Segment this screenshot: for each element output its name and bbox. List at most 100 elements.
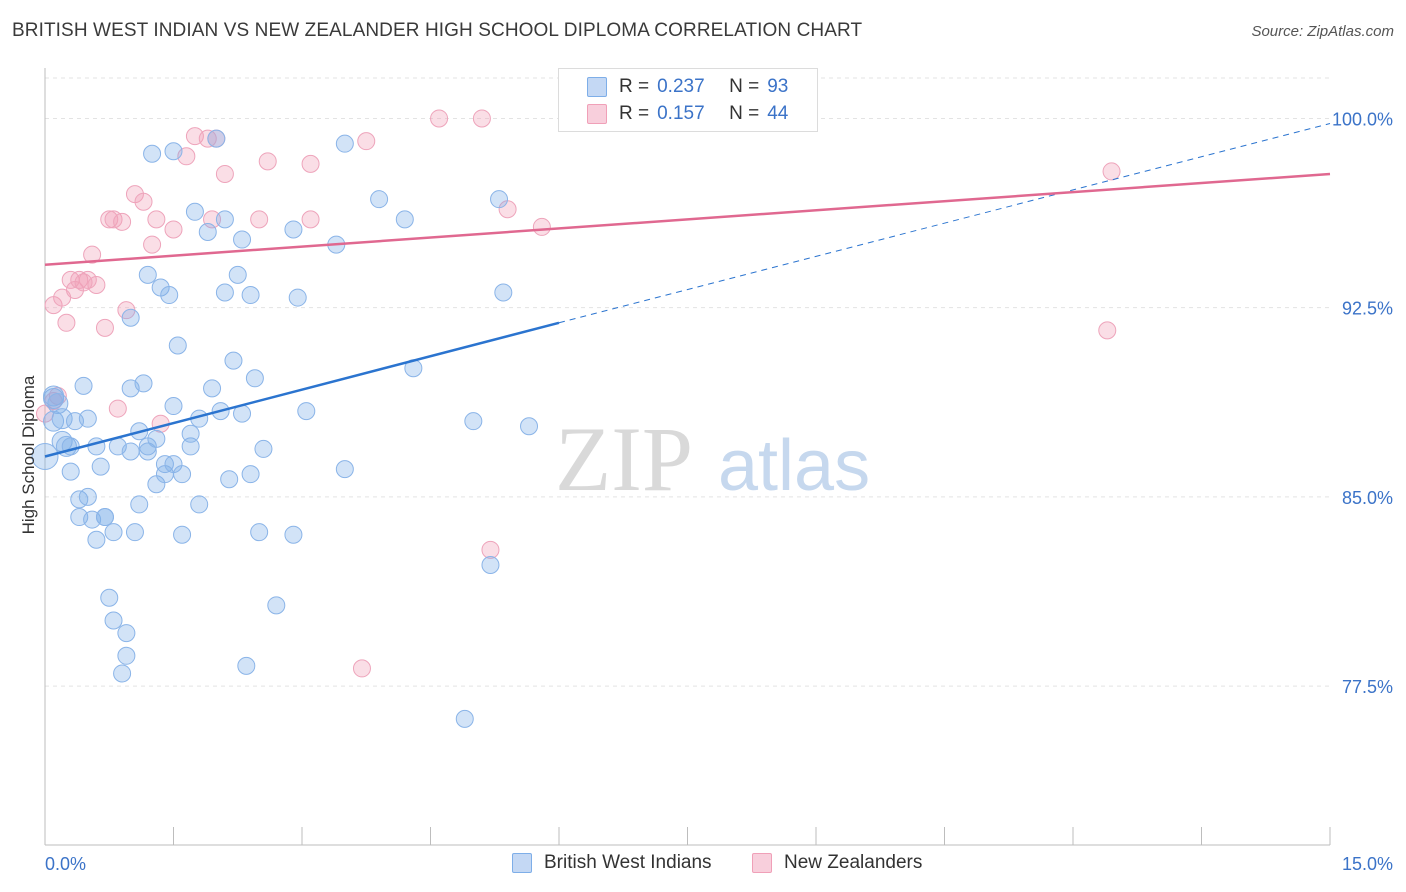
watermark: ZIP atlas (555, 408, 870, 510)
data-point (464, 412, 483, 431)
tick-labels: 77.5% 85.0% 92.5% 100.0% 0.0% 15.0% (45, 109, 1393, 874)
data-point (83, 245, 102, 264)
data-point (164, 220, 183, 239)
grid-lines (45, 77, 1330, 687)
data-point (104, 523, 123, 542)
data-point (87, 530, 106, 549)
legend-swatch-blue (587, 77, 607, 97)
data-point (95, 508, 114, 527)
data-point (147, 429, 166, 448)
data-point (61, 462, 80, 481)
data-point (91, 457, 110, 476)
y-axis-label: High School Diploma (19, 375, 38, 534)
watermark-atlas: atlas (718, 426, 870, 506)
data-point (220, 470, 239, 489)
legend-n-value: 93 (767, 76, 789, 97)
data-point (138, 265, 157, 284)
legend-r-label: R = (619, 76, 650, 97)
data-point (185, 202, 204, 221)
legend-row-pink: R = 0.157 N = 44 (587, 102, 788, 126)
data-point (130, 495, 149, 514)
data-point (254, 439, 273, 458)
data-point (352, 659, 371, 678)
data-point (335, 134, 354, 153)
data-point (455, 709, 474, 728)
data-point (1098, 321, 1117, 340)
data-point (173, 525, 192, 544)
legend-item-new-zealanders: New Zealanders (752, 852, 922, 874)
data-point (74, 376, 93, 395)
trend-line-blue (44, 321, 560, 458)
data-point (134, 374, 153, 393)
data-point (168, 336, 187, 355)
legend-swatch-pink (587, 104, 607, 124)
data-point (181, 424, 200, 443)
data-point (121, 308, 140, 327)
data-point (207, 129, 226, 148)
data-point (125, 523, 144, 542)
watermark-zip: ZIP (555, 408, 693, 510)
trend-line-blue-extension (558, 123, 1331, 324)
series-legend: British West Indians New Zealanders (0, 852, 1406, 878)
data-point (241, 465, 260, 484)
source-label: Source: ZipAtlas.com (1251, 23, 1394, 40)
data-point (532, 217, 551, 236)
data-point (198, 222, 217, 241)
stats-legend: R = 0.237 N = 93 R = 0.157 N = 44 (558, 68, 818, 132)
data-point (138, 442, 157, 461)
data-point (203, 379, 222, 398)
data-point (301, 210, 320, 229)
data-point (267, 596, 286, 615)
legend-n-label: N = (729, 76, 760, 97)
data-point (490, 190, 509, 209)
data-point (113, 212, 132, 231)
data-point (43, 410, 65, 432)
x-tick-label: 0.0% (45, 854, 86, 874)
legend-swatch-pink (752, 853, 772, 873)
data-point (241, 286, 260, 305)
data-point (395, 210, 414, 229)
data-point (121, 442, 140, 461)
data-point (78, 487, 97, 506)
data-point (233, 230, 252, 249)
data-point (250, 210, 269, 229)
trend-lines (44, 123, 1331, 458)
data-point (494, 283, 513, 302)
data-point (181, 437, 200, 456)
data-point (472, 109, 491, 128)
x-tick-label: 15.0% (1342, 854, 1393, 874)
legend-n-value: 44 (767, 103, 789, 124)
data-point (215, 283, 234, 302)
data-point (134, 192, 153, 211)
data-point (1102, 162, 1121, 181)
data-point (108, 399, 127, 418)
data-point (190, 495, 209, 514)
data-point (164, 397, 183, 416)
data-point (113, 664, 132, 683)
series-new-zealanders (36, 109, 1121, 678)
data-point (57, 313, 76, 332)
data-point (147, 210, 166, 229)
data-point (288, 288, 307, 307)
data-point (245, 369, 264, 388)
data-point (370, 190, 389, 209)
y-tick-label: 92.5% (1342, 299, 1393, 319)
legend-swatch-blue (512, 853, 532, 873)
data-point (164, 142, 183, 161)
data-point (173, 465, 192, 484)
data-point (143, 235, 162, 254)
legend-row-blue: R = 0.237 N = 93 (587, 75, 788, 99)
legend-n-label: N = (729, 103, 760, 124)
data-point (258, 152, 277, 171)
data-point (95, 318, 114, 337)
data-point (215, 210, 234, 229)
data-point (481, 555, 500, 574)
data-point (357, 132, 376, 151)
legend-label: New Zealanders (784, 852, 923, 873)
data-point (74, 273, 93, 292)
data-point (297, 402, 316, 421)
chart-title: BRITISH WEST INDIAN VS NEW ZEALANDER HIG… (12, 20, 863, 41)
y-tick-label: 100.0% (1332, 109, 1393, 129)
y-tick-label: 85.0% (1342, 488, 1393, 508)
legend-r-value: 0.237 (657, 76, 705, 97)
